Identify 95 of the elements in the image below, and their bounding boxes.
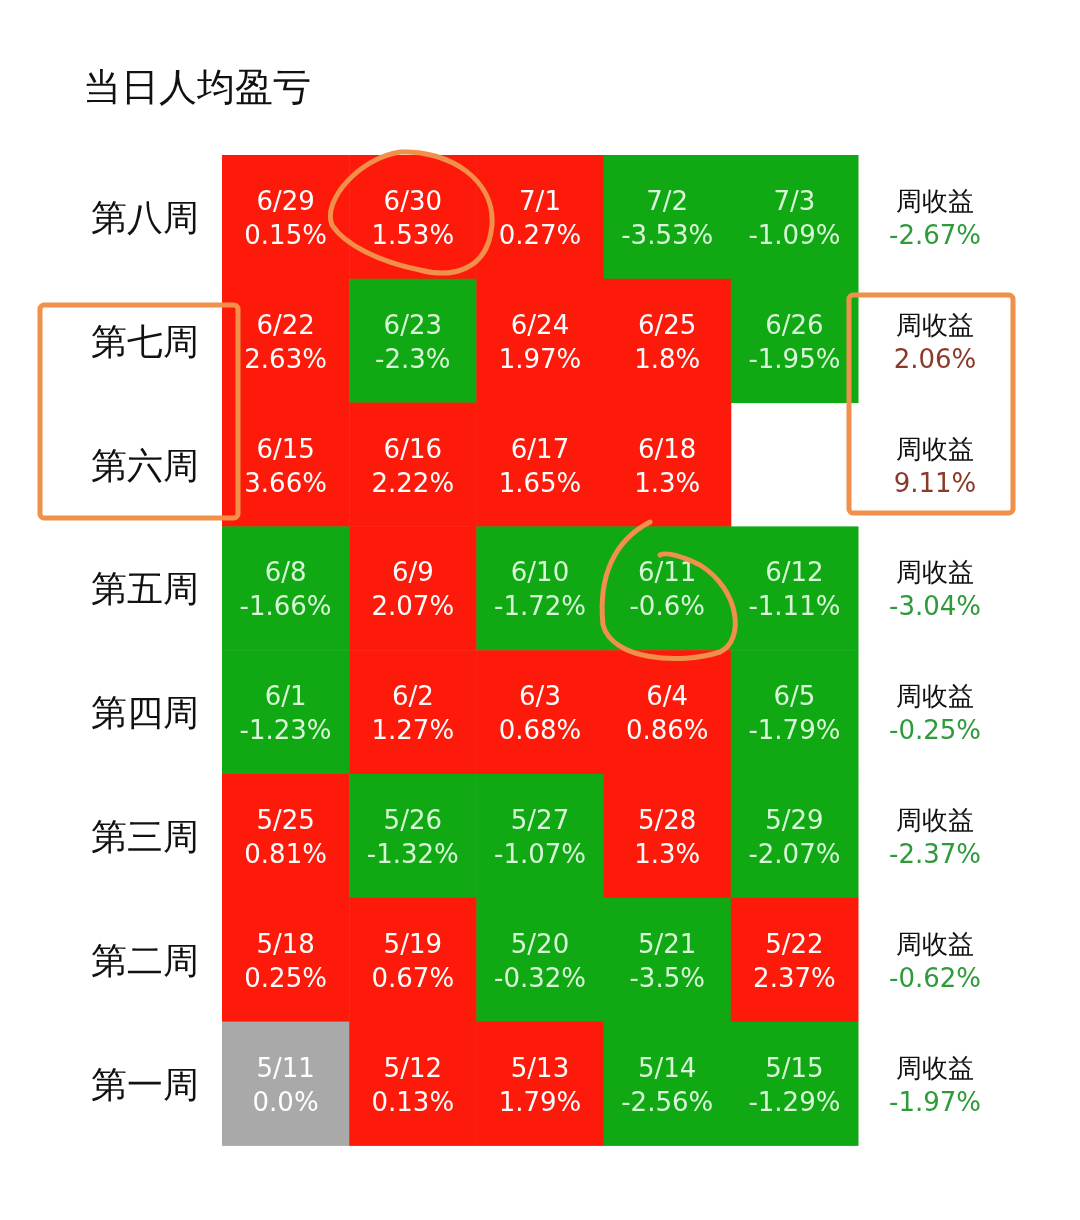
data-label: 2.22% — [371, 467, 455, 498]
data-label: -2.56% — [621, 1086, 714, 1117]
data-label: -3.53% — [621, 219, 714, 250]
y-tick-label: 第八周 — [91, 196, 199, 238]
annotation: 6/5 — [773, 681, 816, 712]
data-label: -1.72% — [494, 591, 586, 622]
annotation: 5/29 — [765, 804, 824, 835]
y2-tick-label: 周收益 -0.62% — [889, 928, 981, 993]
y2-tick-label: 周收益 2.06% — [893, 309, 977, 374]
annotation: 6/29 — [256, 185, 315, 216]
annotation: 6/17 — [510, 433, 570, 464]
data-label: -1.09% — [748, 219, 841, 250]
data-label: -0.32% — [494, 962, 586, 993]
data-label: 1.97% — [498, 343, 582, 374]
annotation: 6/12 — [765, 557, 824, 588]
y2-tick-label: 周收益 -0.25% — [889, 681, 981, 746]
annotation: 6/11 — [638, 557, 697, 588]
annotation: 5/25 — [256, 804, 315, 835]
annotation: 7/2 — [646, 185, 689, 216]
annotation: 6/2 — [391, 681, 434, 712]
annotation: 7/3 — [773, 185, 816, 216]
y2-tick-label: 周收益 -2.67% — [889, 185, 981, 250]
data-label: 2.37% — [753, 962, 836, 993]
annotation: 5/21 — [638, 928, 697, 959]
data-label: 2.07% — [371, 591, 455, 622]
annotation: 5/26 — [383, 804, 442, 835]
y-tick-label: 第六周 — [91, 444, 199, 486]
annotation: 6/22 — [256, 309, 315, 340]
annotation: 5/22 — [765, 928, 824, 959]
annotation: 6/9 — [391, 557, 434, 588]
annotation: 5/18 — [256, 928, 315, 959]
y2-tick-label: 周收益 -2.37% — [889, 804, 981, 869]
data-label: -1.11% — [748, 591, 841, 622]
data-label: -1.29% — [748, 1086, 841, 1117]
data-label: 2.63% — [244, 343, 327, 374]
y-tick-label: 第五周 — [91, 568, 199, 610]
data-label: 0.68% — [498, 715, 582, 746]
data-label: 0.67% — [371, 962, 455, 993]
data-label: -1.66% — [239, 591, 332, 622]
data-label: -1.95% — [748, 343, 841, 374]
data-label: 0.25% — [244, 962, 327, 993]
annotation: 5/13 — [510, 1052, 570, 1083]
annotation: 5/11 — [256, 1052, 315, 1083]
data-label: 1.79% — [498, 1086, 582, 1117]
annotation: 6/1 — [264, 681, 307, 712]
data-label: 1.27% — [371, 715, 455, 746]
annotation: 5/27 — [510, 804, 570, 835]
annotation: 6/15 — [256, 433, 315, 464]
y2-tick-label: 周收益 -3.04% — [889, 557, 981, 622]
annotation: 5/28 — [638, 804, 697, 835]
chart-title: 当日人均盈亏 — [83, 65, 311, 109]
data-label: 1.8% — [634, 343, 701, 374]
y2-tick-label: 周收益 9.11% — [893, 433, 977, 498]
annotation: 6/4 — [646, 681, 689, 712]
data-label: -2.07% — [748, 838, 841, 869]
annotation: 6/10 — [510, 557, 570, 588]
annotation: 5/12 — [383, 1052, 442, 1083]
annotation: 6/30 — [383, 185, 442, 216]
data-label: -3.5% — [629, 962, 705, 993]
annotation: 6/16 — [383, 433, 442, 464]
annotation: 6/25 — [638, 309, 697, 340]
data-label: 0.13% — [371, 1086, 455, 1117]
data-label: 1.65% — [498, 467, 582, 498]
annotation: 5/14 — [638, 1052, 697, 1083]
annotation: 5/15 — [765, 1052, 824, 1083]
annotation: 5/19 — [383, 928, 442, 959]
data-label: 1.3% — [634, 838, 701, 869]
y-tick-label: 第四周 — [91, 692, 199, 734]
annotation: 7/1 — [519, 185, 561, 216]
y-tick-label: 第三周 — [91, 815, 199, 857]
data-label: 0.86% — [625, 715, 709, 746]
data-label: -1.07% — [494, 838, 586, 869]
data-label: 1.53% — [371, 219, 455, 250]
annotation: 6/3 — [519, 681, 561, 712]
data-label: 0.27% — [498, 219, 582, 250]
data-label: -2.3% — [375, 343, 451, 374]
y-tick-label: 第二周 — [91, 939, 199, 981]
data-label: -0.6% — [629, 591, 705, 622]
annotation: 6/8 — [264, 557, 307, 588]
data-label: 0.81% — [244, 838, 327, 869]
y2-tick-label: 周收益 -1.97% — [889, 1052, 981, 1117]
annotation: 6/18 — [638, 433, 697, 464]
annotation: 6/23 — [383, 309, 442, 340]
y-tick-label: 第一周 — [91, 1063, 199, 1105]
data-label: 0.15% — [244, 219, 327, 250]
annotation: 6/26 — [765, 309, 824, 340]
annotation: 6/24 — [510, 309, 570, 340]
annotation: 5/20 — [510, 928, 570, 959]
data-label: 0.0% — [252, 1086, 319, 1117]
data-label: -1.23% — [239, 715, 332, 746]
data-label: -1.79% — [748, 715, 841, 746]
y-tick-label: 第七周 — [91, 320, 199, 362]
data-label: 3.66% — [244, 467, 327, 498]
data-label: -1.32% — [366, 838, 459, 869]
data-label: 1.3% — [634, 467, 701, 498]
